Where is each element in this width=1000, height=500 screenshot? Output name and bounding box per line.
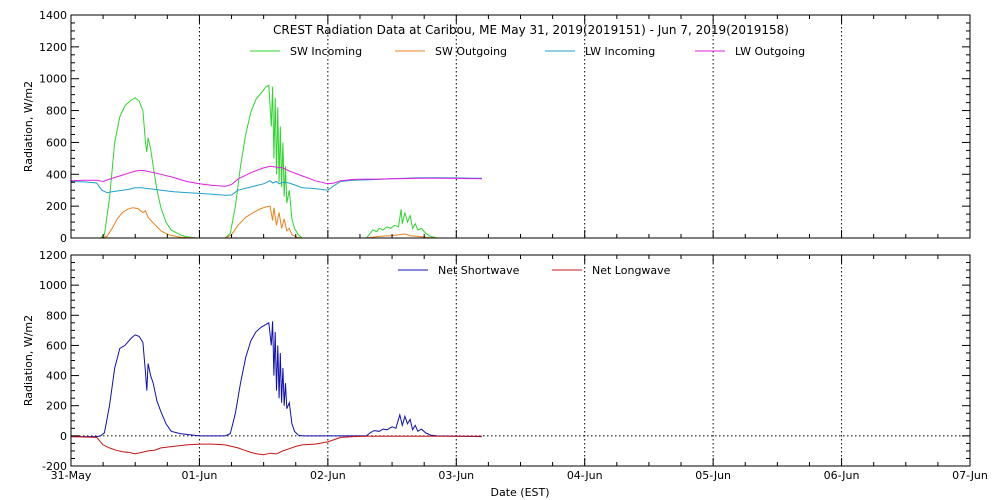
y-tick-label: 200 — [46, 200, 67, 213]
y-tick-label: 800 — [46, 105, 67, 118]
x-tick-label: 31-May — [51, 469, 92, 482]
y-tick-label: 800 — [46, 309, 67, 322]
x-tick-label: 04-Jun — [567, 469, 603, 482]
y-tick-label: 1200 — [39, 41, 67, 54]
x-tick-label: 05-Jun — [695, 469, 731, 482]
y-tick-label: 400 — [46, 370, 67, 383]
bottom-panel-net-radiation: -200 0 200 400 600 800 1000 1200 31-May 01-Jun 02-… — [22, 249, 988, 482]
y-tick-label: 1400 — [39, 9, 67, 22]
plot-frame — [70, 14, 971, 239]
legend-label: SW Outgoing — [435, 45, 507, 58]
y-tick-label: 600 — [46, 136, 67, 149]
y-tick-label: -200 — [42, 460, 67, 473]
y-tick-label: 200 — [46, 400, 67, 413]
y-tick-label: 1200 — [39, 249, 67, 262]
x-tick-label: 06-Jun — [824, 469, 860, 482]
x-tick-label: 02-Jun — [310, 469, 346, 482]
series-line-sw-outgoing — [100, 205, 438, 239]
y-tick-label: 0 — [60, 430, 67, 443]
y-tick-label: 0 — [60, 232, 67, 245]
x-tick-label: 01-Jun — [182, 469, 218, 482]
legend-label: LW Incoming — [585, 45, 655, 58]
legend-label: SW Incoming — [290, 45, 362, 58]
top-panel-incoming-outgoing: 0 200 400 600 800 1000 1200 1400 Radiation, W/m2… — [22, 9, 971, 245]
legend-label: Net Shortwave — [438, 264, 520, 277]
y-tick-label: 600 — [46, 339, 67, 352]
chart-title: CREST Radiation Data at Caribou, ME May … — [273, 23, 789, 37]
y-axis-label: Radiation, W/m2 — [22, 315, 35, 406]
series-line-net-shortwave — [71, 321, 483, 438]
y-tick-label: 400 — [46, 168, 67, 181]
y-axis-label: Radiation, W/m2 — [22, 81, 35, 172]
series-line-sw-incoming — [100, 84, 438, 239]
series-line-net-longwave — [70, 435, 482, 456]
series-line-lw-outgoing — [70, 165, 483, 187]
x-tick-label: 03-Jun — [438, 469, 474, 482]
plot-frame — [70, 254, 971, 467]
series-line-lw-incoming — [70, 177, 483, 196]
x-axis-label: Date (EST) — [490, 486, 549, 499]
x-tick-label: 07-Jun — [952, 469, 988, 482]
y-tick-label: 1000 — [39, 279, 67, 292]
legend-label: LW Outgoing — [735, 45, 805, 58]
legend-label: Net Longwave — [592, 264, 671, 277]
y-tick-label: 1000 — [39, 73, 67, 86]
